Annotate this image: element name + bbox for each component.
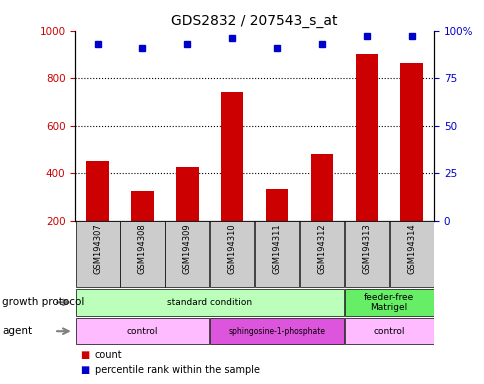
Bar [221,93,243,221]
Bar [400,63,422,221]
Text: feeder-free
Matrigel: feeder-free Matrigel [363,293,413,312]
Bar [165,222,209,287]
Text: GSM194307: GSM194307 [93,223,102,274]
Bar [76,318,209,344]
Bar [310,154,333,221]
Text: GSM194313: GSM194313 [362,223,371,274]
Text: control: control [126,327,158,336]
Bar [255,222,299,287]
Bar [210,222,254,287]
Bar [120,222,164,287]
Bar [265,189,287,221]
Text: sphingosine-1-phosphate: sphingosine-1-phosphate [228,327,325,336]
Title: GDS2832 / 207543_s_at: GDS2832 / 207543_s_at [171,14,337,28]
Text: control: control [373,327,404,336]
Text: growth protocol: growth protocol [2,297,85,308]
Bar [176,167,198,221]
Bar [344,289,433,316]
Text: percentile rank within the sample: percentile rank within the sample [94,365,259,375]
Text: GSM194312: GSM194312 [317,223,326,274]
Bar [76,222,120,287]
Text: GSM194314: GSM194314 [406,223,415,274]
Text: ■: ■ [80,350,89,361]
Bar [131,191,153,221]
Bar [299,222,343,287]
Text: GSM194308: GSM194308 [137,223,147,274]
Bar [210,318,343,344]
Bar [355,55,377,221]
Bar [389,222,433,287]
Text: GSM194311: GSM194311 [272,223,281,274]
Text: ■: ■ [80,365,89,375]
Text: GSM194310: GSM194310 [227,223,236,274]
Text: agent: agent [2,326,32,336]
Bar [86,161,108,221]
Bar [76,289,343,316]
Bar [344,222,388,287]
Text: standard condition: standard condition [167,298,252,307]
Text: GSM194309: GSM194309 [182,223,192,274]
Bar [344,318,433,344]
Text: count: count [94,350,122,361]
